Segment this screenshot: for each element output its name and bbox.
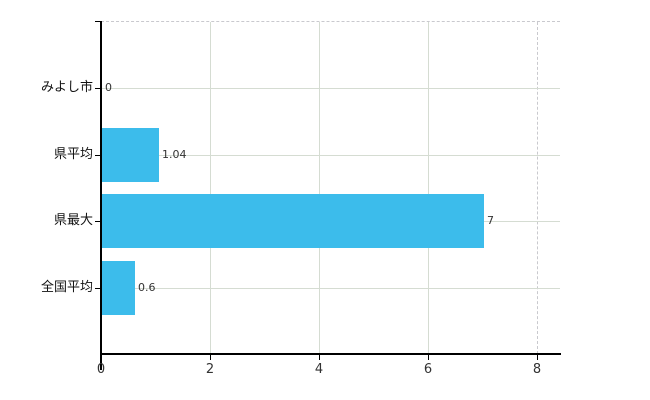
category-tick	[95, 221, 101, 222]
category-gridline	[101, 288, 560, 289]
x-tick	[210, 355, 211, 360]
bar-value-label: 0.6	[138, 281, 156, 294]
value-bar	[102, 261, 135, 315]
category-label: 全国平均	[40, 280, 93, 295]
x-tick-label: 0	[96, 362, 106, 377]
category-gridline	[101, 155, 560, 156]
x-gridline	[210, 22, 211, 354]
plot-top-border	[101, 21, 560, 22]
category-label: みよし市	[40, 80, 93, 95]
x-tick	[428, 355, 429, 360]
category-tick	[95, 288, 101, 289]
x-tick-label: 8	[532, 362, 542, 377]
x-max-gridline-dashed	[537, 22, 538, 354]
x-tick	[537, 355, 538, 360]
x-tick	[101, 355, 102, 360]
y-axis-line	[100, 21, 102, 370]
value-bar	[102, 128, 159, 182]
category-label: 県最大	[53, 213, 93, 228]
category-tick	[95, 88, 101, 89]
bar-value-label: 7	[487, 214, 494, 227]
category-tick	[95, 155, 101, 156]
category-gridline	[101, 88, 560, 89]
x-gridline	[319, 22, 320, 354]
bar-value-label: 0	[105, 81, 112, 94]
category-label: 県平均	[53, 147, 93, 162]
x-axis-line	[100, 353, 561, 355]
x-tick	[319, 355, 320, 360]
x-gridline	[428, 22, 429, 354]
x-tick-label: 2	[205, 362, 215, 377]
axis-top-tick	[95, 21, 101, 22]
bar-value-label: 1.04	[162, 148, 187, 161]
x-tick-label: 4	[314, 362, 324, 377]
x-tick-label: 6	[423, 362, 433, 377]
value-bar	[102, 194, 484, 248]
